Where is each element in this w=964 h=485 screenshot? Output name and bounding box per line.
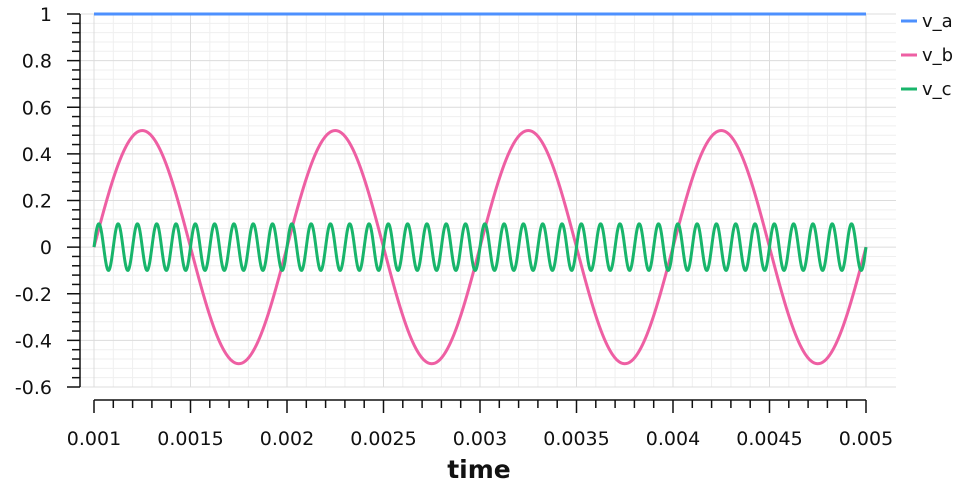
legend-label: v_b [922,45,953,66]
x-tick-label: 0.003 [453,428,507,450]
legend-label: v_a [922,11,953,32]
x-tick-label: 0.0035 [543,428,609,450]
x-tick-label: 0.0045 [736,428,802,450]
y-tick-label: 1 [40,4,52,26]
major-gridlines [80,13,896,388]
series-lines [92,12,868,366]
x-tick-label: 0.0025 [350,428,416,450]
legend-label: v_c [922,79,952,100]
x-axis-title: time [447,455,511,484]
x-tick-label: 0.005 [839,428,893,450]
y-tick-label: -0.2 [15,284,52,306]
axes [67,13,867,413]
x-tick-label: 0.002 [260,428,314,450]
y-tick-label: 0.8 [22,51,52,73]
y-tick-label: 0.2 [22,191,52,213]
x-tick-label: 0.004 [646,428,700,450]
y-tick-label: 0.6 [22,97,52,119]
series-line-v-c [92,222,868,272]
y-tick-label: -0.4 [15,330,52,352]
x-tick-label: 0.0015 [157,428,223,450]
y-tick-label: 0 [40,237,52,259]
y-tick-label: 0.4 [22,144,52,166]
tick-labels: 0.001 0.0015 0.002 0.0025 0.003 0.0035 0.004 0.… [15,4,893,450]
x-tick-label: 0.001 [67,428,121,450]
y-tick-label: -0.6 [15,377,52,399]
legend: v_a v_b v_c [901,11,953,100]
